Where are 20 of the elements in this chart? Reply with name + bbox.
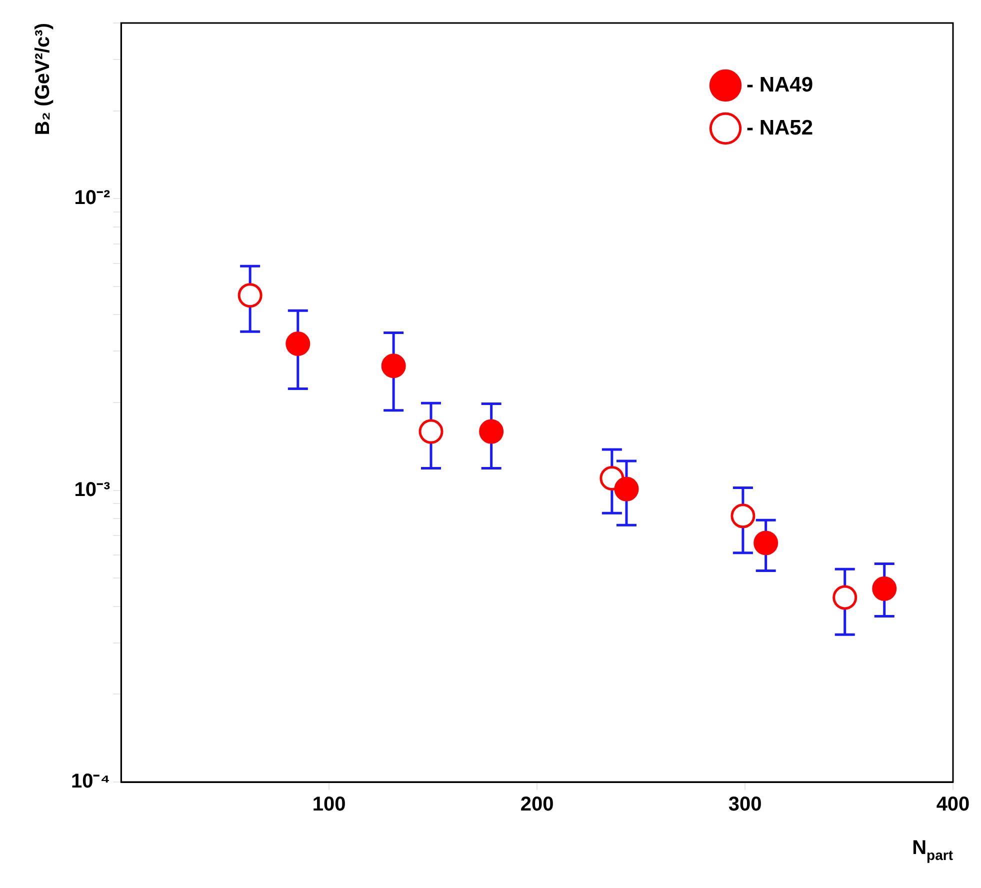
x-tick-label: 400 (936, 794, 970, 816)
point (872, 576, 897, 601)
y-axis-title: B₂ (GeV²/c³) (32, 22, 54, 136)
point (418, 419, 444, 444)
legend-label: - NA49 (746, 73, 814, 96)
x-tick-label: 200 (520, 794, 554, 816)
point (479, 419, 504, 444)
x-tick-label: 300 (728, 794, 762, 816)
point (238, 283, 262, 308)
y-tick-label: 10⁻³ (74, 478, 110, 501)
x-tick-label: 100 (312, 794, 346, 816)
point (381, 354, 406, 378)
point (754, 530, 778, 556)
point (832, 585, 858, 610)
y-tick-label: 10⁻² (74, 187, 110, 210)
point (286, 332, 310, 356)
point (614, 476, 639, 502)
legend-label: - NA52 (746, 116, 814, 140)
point (730, 504, 756, 528)
y-tick-label: 10⁻⁴ (71, 770, 110, 793)
